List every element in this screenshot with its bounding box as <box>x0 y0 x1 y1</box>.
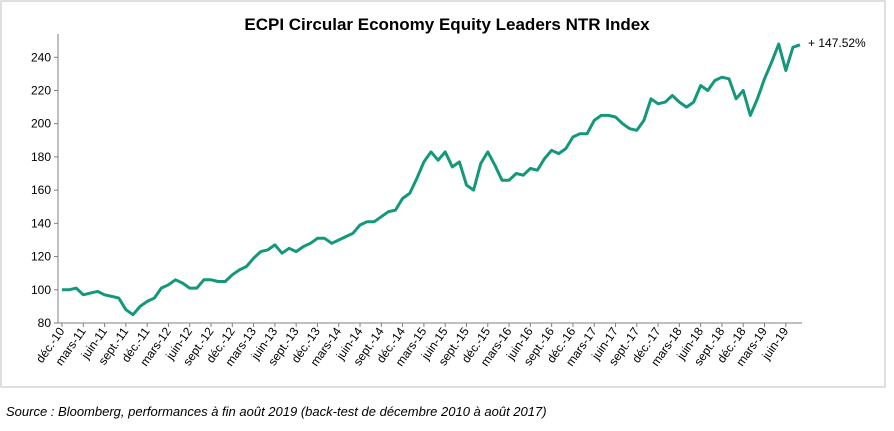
y-tick-label: 120 <box>31 250 51 264</box>
line <box>62 42 801 317</box>
y-tick-label: 180 <box>31 150 51 164</box>
y-tick-label: 140 <box>31 216 51 230</box>
source: Source : Bloomberg, performances à fin a… <box>6 404 547 419</box>
y-tick-label: 80 <box>38 316 52 330</box>
y-tick-label: 240 <box>31 50 51 64</box>
chart-title: ECPI Circular Economy Equity Leaders NTR… <box>244 15 650 34</box>
y-tick-label: 160 <box>31 183 51 197</box>
annotation: + 147.52% <box>808 36 866 50</box>
y-tick-label: 220 <box>31 83 51 97</box>
y-tick-label: 100 <box>31 283 51 297</box>
y-tick-label: 200 <box>31 117 51 131</box>
